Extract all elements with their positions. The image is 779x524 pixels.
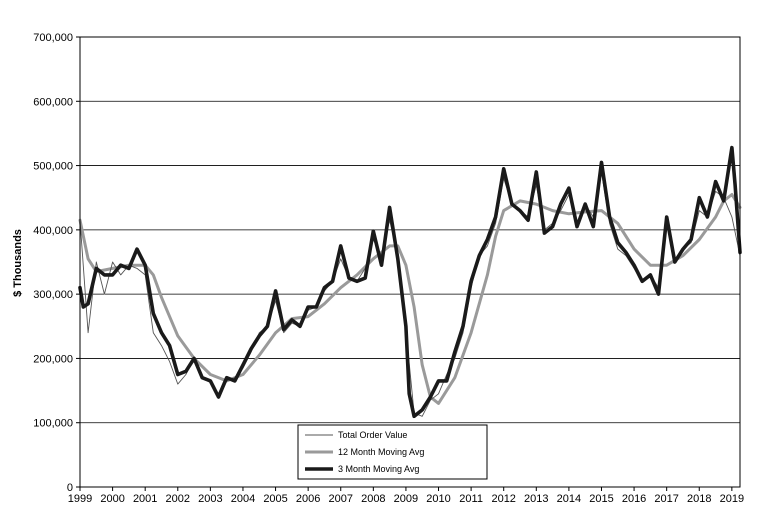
y-tick-label: 300,000 [33,289,73,301]
x-tick-label: 2010 [426,493,450,505]
y-tick-label: 400,000 [33,225,73,237]
y-axis: 0 100,000 200,000 300,000 400,000 500,000 600,… [33,32,80,494]
y-tick-label: 200,000 [33,353,73,365]
x-tick-label: 2018 [687,493,711,505]
x-tick-label: 2006 [296,493,320,505]
y-tick-label: 0 [67,482,73,494]
x-axis: 1999 2000 2001 2002 2003 2004 2005 2006 2007 2008… [68,487,744,505]
legend: Total Order Value 12 Month Moving Avg 3 Mo… [297,424,488,480]
plot-area-border [79,36,741,488]
y-tick-label: 500,000 [33,161,73,173]
y-axis-label: $ Thousands [12,229,24,297]
x-tick-label: 2019 [720,493,744,505]
x-tick-label: 2013 [524,493,548,505]
x-tick-label: 2008 [361,493,385,505]
x-tick-label: 1999 [68,493,92,505]
legend-label: 12 Month Moving Avg [338,447,424,457]
y-tick-label: 700,000 [33,32,73,44]
x-tick-label: 2011 [459,493,483,505]
x-tick-label: 2016 [622,493,646,505]
x-tick-label: 2012 [491,493,515,505]
x-tick-label: 2015 [589,493,613,505]
y-tick-label: 600,000 [33,96,73,108]
series-layer [78,145,742,419]
x-tick-label: 2007 [328,493,352,505]
x-tick-label: 2005 [263,493,287,505]
x-tick-label: 2002 [166,493,190,505]
y-tick-label: 100,000 [33,418,73,430]
x-tick-label: 2004 [231,493,255,505]
x-tick-label: 2017 [654,493,678,505]
x-tick-label: 2000 [100,493,124,505]
series-line-3-month-moving-avg [78,145,742,419]
x-tick-label: 2003 [198,493,222,505]
legend-label: 3 Month Moving Avg [338,464,419,474]
x-tick-label: 2009 [394,493,418,505]
legend-label: Total Order Value [338,430,407,440]
series-line-12-month-moving-avg [78,193,742,405]
x-tick-label: 2001 [133,493,157,505]
x-tick-label: 2014 [557,493,581,505]
